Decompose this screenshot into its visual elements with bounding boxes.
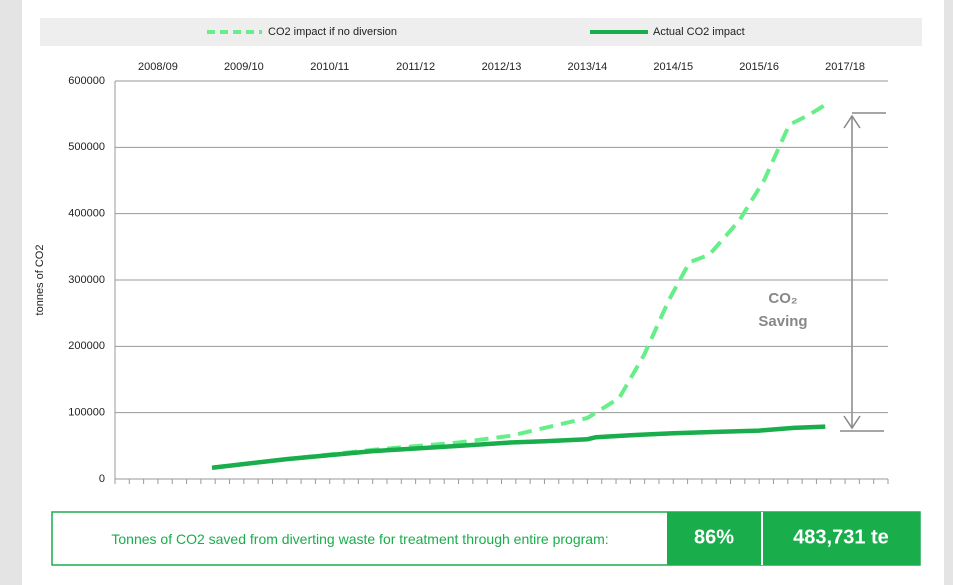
- annotation-text: Saving: [758, 313, 807, 330]
- y-axis-label: tonnes of CO2: [34, 245, 46, 316]
- summary-text-box: Tonnes of CO2 saved from diverting waste…: [111, 531, 609, 547]
- legend-label: Actual CO2 impact: [653, 26, 745, 38]
- annotation-text: CO₂: [768, 290, 797, 307]
- arrow-head: [843, 415, 861, 430]
- y-tick-label: 0: [99, 473, 105, 485]
- y-tick-label: 500000: [68, 141, 105, 153]
- summary-percent: 86%: [694, 526, 734, 548]
- legend-band: [40, 18, 922, 46]
- y-tick-label: 400000: [68, 208, 105, 220]
- x-tick-label: 2008/09: [138, 61, 178, 73]
- saving-annotation: [840, 112, 886, 432]
- panel: [22, 0, 944, 585]
- summary-total: 483,731 te: [793, 526, 889, 548]
- legend-label: CO2 impact if no diversion: [268, 26, 397, 38]
- summary-fill: [667, 512, 920, 565]
- x-tick-label: 2015/16: [739, 61, 779, 73]
- arrow-head: [843, 114, 861, 129]
- y-tick-label: 100000: [68, 407, 105, 419]
- x-tick-label: 2010/11: [310, 61, 349, 73]
- series-line: [211, 103, 827, 470]
- series-line: [211, 424, 826, 470]
- x-tick-label: 2013/14: [568, 61, 608, 73]
- x-tick-label: 2009/10: [224, 61, 264, 73]
- y-tick-label: 600000: [68, 75, 105, 87]
- x-tick-label: 2011/12: [396, 61, 435, 73]
- y-tick-label: 200000: [68, 340, 105, 352]
- x-tick-label: 2017/18: [825, 61, 865, 73]
- x-tick-label: 2014/15: [653, 61, 693, 73]
- y-tick-label: 300000: [68, 274, 105, 286]
- x-tick-label: 2012/13: [482, 61, 522, 73]
- summary-text: Tonnes of CO2 saved from diverting waste…: [111, 531, 609, 547]
